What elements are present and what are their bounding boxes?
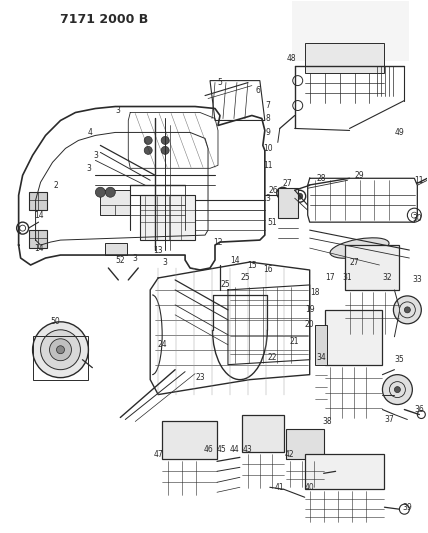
Bar: [101, 190, 130, 215]
Text: 50: 50: [51, 317, 60, 326]
Text: 37: 37: [384, 415, 394, 424]
Text: 3: 3: [163, 257, 168, 266]
Text: 25: 25: [220, 280, 230, 289]
Text: 12: 12: [213, 238, 223, 247]
Text: 29: 29: [355, 171, 364, 180]
Text: 8: 8: [265, 114, 270, 123]
Bar: [140, 195, 195, 240]
Text: 17: 17: [325, 273, 334, 282]
Text: 42: 42: [285, 450, 294, 459]
Circle shape: [297, 193, 303, 199]
Text: 49: 49: [395, 128, 404, 137]
Circle shape: [95, 187, 105, 197]
Text: 6: 6: [256, 86, 260, 95]
Text: 33: 33: [413, 276, 422, 285]
Text: 35: 35: [395, 355, 404, 364]
Text: 30: 30: [413, 214, 422, 223]
Text: 3: 3: [116, 106, 121, 115]
Bar: [162, 422, 217, 459]
Text: 21: 21: [290, 337, 300, 346]
Text: 36: 36: [414, 405, 424, 414]
Text: 51: 51: [267, 217, 276, 227]
Text: 14: 14: [230, 255, 240, 264]
Bar: [278, 188, 298, 218]
Circle shape: [105, 187, 115, 197]
Text: 5: 5: [217, 78, 223, 87]
Circle shape: [33, 322, 89, 378]
Circle shape: [144, 136, 152, 144]
Circle shape: [144, 147, 152, 155]
Circle shape: [56, 346, 65, 354]
Text: 40: 40: [305, 483, 315, 492]
Bar: [292, 0, 409, 61]
Circle shape: [161, 136, 169, 144]
Bar: [242, 415, 284, 453]
Text: 34: 34: [317, 353, 327, 362]
Text: 7171 2000 B: 7171 2000 B: [60, 13, 149, 26]
Text: 44: 44: [230, 445, 240, 454]
Bar: [29, 192, 47, 210]
Circle shape: [393, 296, 421, 324]
Bar: [325, 310, 383, 365]
Text: 3: 3: [86, 164, 91, 173]
Text: 10: 10: [263, 144, 273, 153]
Bar: [305, 43, 384, 72]
Text: 47: 47: [153, 450, 163, 459]
Text: 25: 25: [240, 273, 250, 282]
Text: 7: 7: [265, 101, 270, 110]
Text: 3: 3: [265, 193, 270, 203]
Text: 3: 3: [133, 254, 138, 263]
Circle shape: [395, 386, 400, 393]
Circle shape: [383, 375, 412, 405]
Text: 48: 48: [287, 54, 297, 63]
Text: 22: 22: [267, 353, 276, 362]
Text: 27: 27: [283, 179, 293, 188]
Text: 31: 31: [343, 273, 352, 282]
Text: 9: 9: [265, 128, 270, 137]
Text: 38: 38: [323, 417, 333, 426]
Text: 24: 24: [158, 340, 167, 349]
Text: 26: 26: [269, 185, 279, 195]
Text: 18: 18: [310, 288, 319, 297]
Ellipse shape: [330, 238, 389, 259]
Text: 14: 14: [34, 211, 43, 220]
Text: 3: 3: [93, 151, 98, 160]
Text: 11: 11: [263, 161, 273, 170]
Text: 45: 45: [217, 445, 227, 454]
Text: 2: 2: [53, 181, 58, 190]
Text: 41: 41: [275, 483, 285, 492]
Circle shape: [404, 307, 410, 313]
Text: 28: 28: [317, 174, 327, 183]
Circle shape: [161, 147, 169, 155]
Bar: [29, 230, 47, 248]
Text: 46: 46: [203, 445, 213, 454]
Bar: [315, 325, 327, 365]
Text: 39: 39: [402, 503, 412, 512]
Text: 4: 4: [88, 128, 93, 137]
Text: 15: 15: [247, 261, 257, 270]
Text: 32: 32: [383, 273, 392, 282]
Bar: [33, 336, 89, 379]
Text: 19: 19: [305, 305, 315, 314]
Text: 23: 23: [195, 373, 205, 382]
Text: 13: 13: [153, 246, 163, 255]
Bar: [105, 243, 127, 255]
Text: 1: 1: [16, 225, 21, 235]
Text: 16: 16: [263, 265, 273, 274]
Bar: [286, 430, 324, 459]
Text: 27: 27: [350, 257, 360, 266]
Text: 14: 14: [34, 244, 43, 253]
Circle shape: [50, 339, 71, 361]
Text: 43: 43: [243, 445, 253, 454]
Text: 52: 52: [116, 255, 125, 264]
Circle shape: [280, 190, 286, 196]
Bar: [345, 245, 399, 290]
Bar: [305, 455, 384, 489]
Circle shape: [41, 330, 80, 370]
Text: 11: 11: [415, 176, 424, 185]
Text: 20: 20: [305, 320, 315, 329]
